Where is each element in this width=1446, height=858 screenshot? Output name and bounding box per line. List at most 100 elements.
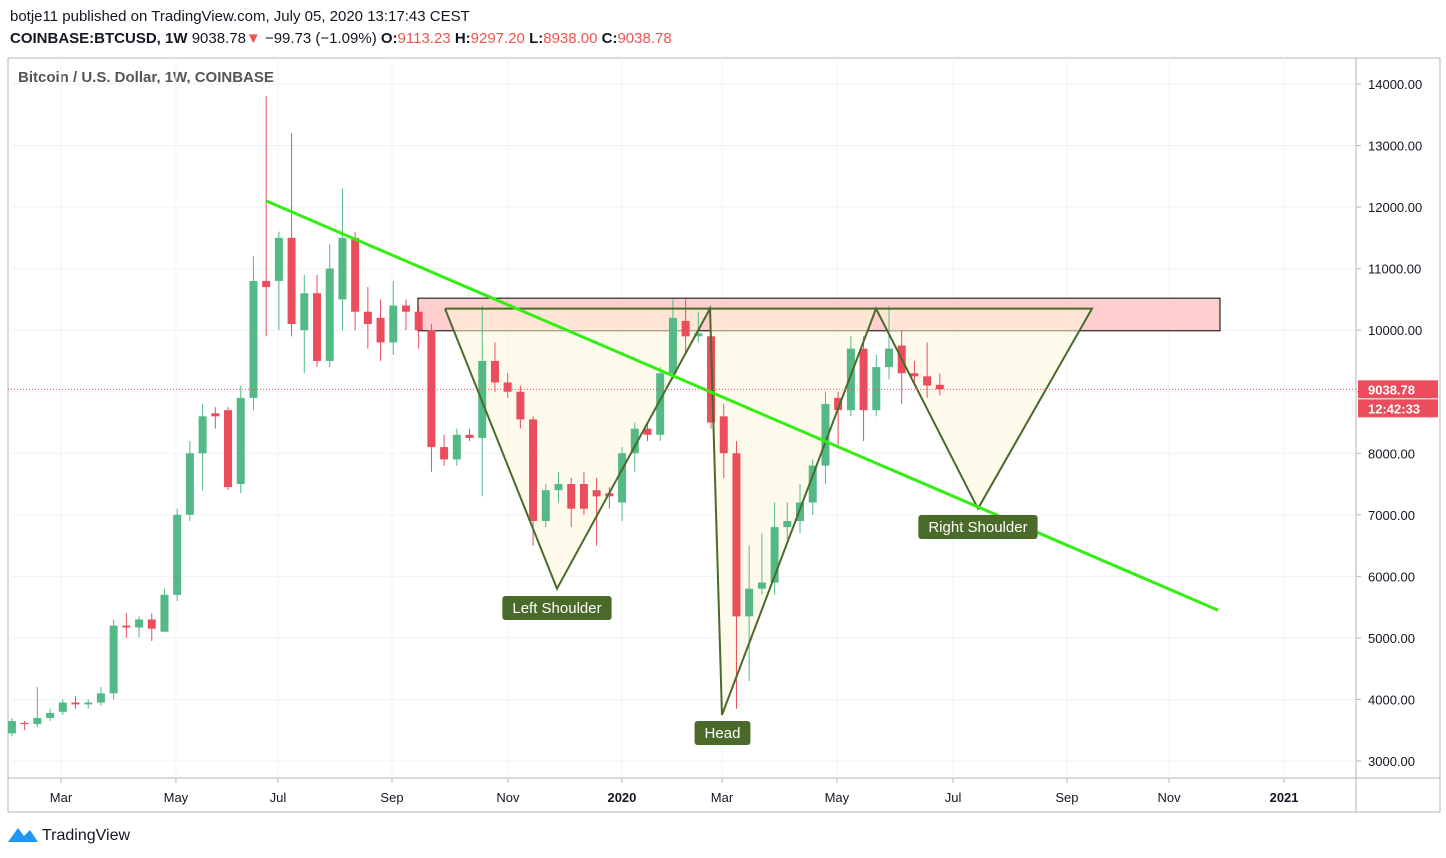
candle-body — [287, 237, 296, 325]
pattern-fill — [445, 308, 1092, 715]
candle-body — [109, 625, 118, 694]
publisher: botje11 published on TradingView.com, Ju… — [10, 8, 470, 25]
countdown-box — [1358, 399, 1438, 418]
y-tick-label: 5000.00 — [1368, 631, 1415, 646]
candle-body — [325, 268, 334, 361]
candle-body — [465, 434, 474, 438]
high: 9297.20 — [470, 30, 525, 47]
open: 9113.23 — [397, 30, 451, 47]
chart-title: Bitcoin / U.S. Dollar, 1W, COINBASE — [18, 69, 274, 86]
candle-body — [58, 702, 67, 712]
candle-body — [160, 594, 169, 632]
candle-body — [834, 397, 843, 411]
candle-body — [846, 348, 855, 411]
candle-body — [923, 376, 932, 386]
y-tick-label: 14000.00 — [1368, 77, 1422, 92]
grid — [8, 58, 1356, 778]
down-arrow: ▼ — [245, 30, 261, 47]
header: botje11 published on TradingView.com, Ju… — [10, 6, 672, 50]
annotation: Right Shoulder — [918, 515, 1038, 540]
footer-logo — [8, 828, 38, 842]
candle-body — [579, 484, 588, 509]
x-tick-label: Mar — [711, 790, 734, 805]
candle-body — [490, 360, 499, 383]
candle-body — [643, 428, 652, 435]
candle-body — [935, 384, 944, 390]
annotation-label: Left Shoulder — [512, 600, 601, 617]
y-tick-label: 13000.00 — [1368, 139, 1422, 154]
candle-body — [300, 293, 309, 331]
x-tick-label: Sep — [1055, 790, 1078, 805]
candle-body — [46, 713, 55, 718]
candle-body — [808, 465, 817, 503]
y-tick-label: 8000.00 — [1368, 446, 1415, 461]
candle-body — [401, 305, 410, 312]
x-tick-label: Nov — [496, 790, 520, 805]
low: 8938.00 — [543, 30, 598, 47]
candle-body — [313, 293, 322, 361]
y-tick-label: 6000.00 — [1368, 569, 1415, 584]
annotation: Head — [694, 721, 751, 746]
candle-body — [71, 702, 80, 705]
candle-body — [859, 348, 868, 411]
x-tick-label: Jul — [270, 790, 287, 805]
candle-body — [185, 453, 194, 515]
candle-body — [20, 722, 29, 725]
candle-body — [516, 391, 525, 420]
candle-body — [707, 336, 716, 423]
annotation: Left Shoulder — [502, 596, 612, 621]
candle-body — [821, 404, 830, 466]
annotation-box — [694, 721, 751, 746]
candle-body — [7, 721, 16, 734]
candle-body — [681, 320, 690, 337]
candle-body — [732, 453, 741, 617]
y-tick-label: 12000.00 — [1368, 200, 1422, 215]
last-price-label: 9038.78 — [1368, 382, 1415, 397]
candle-body — [910, 373, 919, 377]
countdown-label: 12:42:33 — [1368, 401, 1420, 416]
candle-body — [719, 416, 728, 454]
candle-body — [338, 237, 347, 300]
x-tick-label: Mar — [50, 790, 73, 805]
candle-body — [630, 428, 639, 454]
candle-body — [211, 413, 220, 417]
annotation-box — [502, 596, 612, 621]
c-label: C: — [601, 30, 618, 47]
candle-body — [452, 434, 461, 460]
candle-body — [618, 453, 627, 503]
candle-body — [440, 447, 449, 460]
h-label: H: — [454, 30, 471, 47]
candle-body — [567, 484, 576, 509]
candle-body — [96, 693, 105, 703]
candle-body — [414, 311, 423, 331]
candle-body — [224, 410, 233, 488]
annotation-box — [918, 515, 1038, 540]
price: 9038.78 — [191, 30, 246, 47]
frame — [7, 57, 1441, 813]
candle-body — [656, 373, 665, 435]
x-tick-label: May — [825, 790, 850, 805]
candle-body — [694, 333, 703, 337]
x-tick-label: Nov — [1157, 790, 1181, 805]
candle-body — [173, 514, 182, 595]
candle-body — [529, 419, 538, 521]
candle-body — [783, 520, 792, 528]
change: −99.73 (−1.09%) — [264, 30, 377, 47]
y-tick-label: 3000.00 — [1368, 754, 1415, 769]
pattern-line — [444, 304, 1094, 716]
brand: TradingView — [42, 827, 130, 844]
candle-body — [198, 416, 207, 454]
candle-body — [427, 330, 436, 448]
y-tick-label: 11000.00 — [1368, 262, 1421, 277]
candle-body — [249, 280, 258, 398]
candle-body — [122, 625, 131, 628]
candle-body — [757, 582, 766, 589]
x-tick-label: 2020 — [607, 790, 636, 805]
close: 9038.78 — [617, 30, 672, 47]
candle-body — [554, 484, 563, 491]
annotation-label: Right Shoulder — [928, 519, 1027, 536]
candle-body — [503, 382, 512, 392]
x-tick-label: 2021 — [1270, 790, 1299, 805]
o-label: O: — [380, 30, 398, 47]
